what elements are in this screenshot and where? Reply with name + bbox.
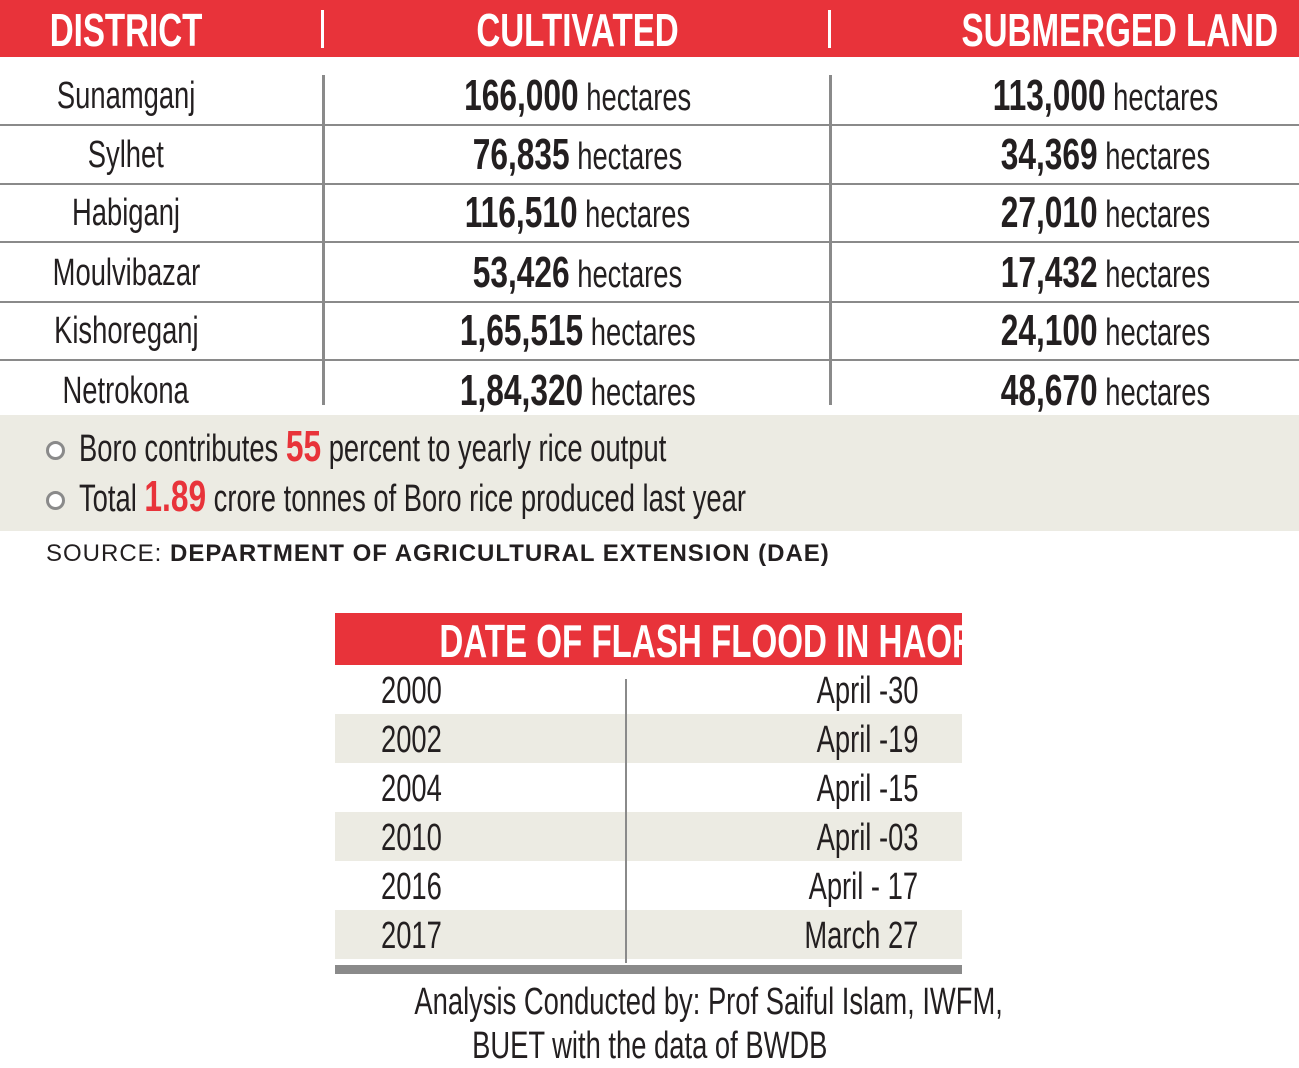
district-cell: Moulvibazar bbox=[52, 252, 200, 294]
bullet-circle-icon bbox=[46, 441, 65, 461]
row-divider bbox=[0, 183, 1299, 185]
row-divider bbox=[0, 124, 1299, 126]
submerged-cell: 113,000 hectares bbox=[992, 71, 1218, 120]
district-cell: Sunamganj bbox=[56, 75, 196, 117]
cultivated-cell: 76,835 hectares bbox=[472, 130, 683, 179]
bullet-circle-icon bbox=[46, 491, 65, 511]
bottom-rule bbox=[335, 965, 962, 974]
column-divider bbox=[625, 679, 627, 963]
column-divider bbox=[322, 75, 325, 405]
date-cell: April -15 bbox=[816, 768, 918, 810]
flood-row: 2010 April -03 bbox=[335, 812, 962, 861]
flood-table-title: DATE OF FLASH FLOOD IN HAOR bbox=[335, 613, 976, 667]
cultivated-cell: 1,65,515 hectares bbox=[459, 306, 696, 355]
date-cell: April - 17 bbox=[808, 866, 918, 908]
year-cell: 2004 bbox=[381, 768, 442, 810]
header-cultivated: CULTIVATED bbox=[476, 4, 679, 56]
cultivated-cell: 53,426 hectares bbox=[472, 248, 683, 297]
district-cell: Sylhet bbox=[87, 134, 165, 176]
table-row: Sunamganj 166,000 hectares 113,000 hectare… bbox=[0, 63, 1299, 122]
submerged-cell: 34,369 hectares bbox=[1000, 130, 1210, 179]
date-cell: March 27 bbox=[803, 915, 918, 957]
table-row: Habiganj 116,510 hectares 27,010 hectares bbox=[0, 180, 1299, 239]
district-cell: Habiganj bbox=[72, 192, 180, 234]
table-row: Netrokona 1,84,320 hectares 48,670 hectare… bbox=[0, 358, 1299, 417]
submerged-cell: 27,010 hectares bbox=[1000, 188, 1210, 237]
year-cell: 2010 bbox=[381, 817, 442, 859]
district-cell: Netrokona bbox=[62, 370, 190, 412]
flood-row: 2016 April - 17 bbox=[335, 861, 962, 910]
header-district: DISTRICT bbox=[49, 4, 203, 56]
note-item: Boro contributes 55 percent to yearly ri… bbox=[46, 423, 895, 473]
source-line: SOURCE: DEPARTMENT OF AGRICULTURAL EXTEN… bbox=[46, 540, 830, 567]
submerged-cell: 24,100 hectares bbox=[1000, 306, 1210, 355]
submerged-cell: 48,670 hectares bbox=[1000, 366, 1210, 415]
cultivated-cell: 166,000 hectares bbox=[463, 71, 692, 120]
table-row: Kishoreganj 1,65,515 hectares 24,100 hecta… bbox=[0, 298, 1299, 357]
district-cell: Kishoreganj bbox=[53, 310, 199, 352]
flood-row: 2002 April -19 bbox=[335, 714, 962, 763]
date-cell: April -30 bbox=[816, 670, 918, 712]
header-divider bbox=[321, 10, 324, 48]
credit: Analysis Conducted by: Prof Saiful Islam… bbox=[414, 981, 1003, 1067]
cultivated-cell: 1,84,320 hectares bbox=[459, 366, 696, 415]
table-row: Sylhet 76,835 hectares 34,369 hectares bbox=[0, 122, 1299, 181]
column-divider bbox=[829, 75, 832, 405]
flood-row: 2004 April -15 bbox=[335, 763, 962, 812]
table-row: Moulvibazar 53,426 hectares 17,432 hectare… bbox=[0, 240, 1299, 299]
year-cell: 2002 bbox=[381, 719, 442, 761]
cultivated-cell: 116,510 hectares bbox=[464, 188, 691, 237]
flood-table: DATE OF FLASH FLOOD IN HAOR 2000 April -3… bbox=[335, 613, 976, 963]
row-divider bbox=[0, 301, 1299, 303]
year-cell: 2017 bbox=[381, 915, 442, 957]
flood-row: 2017 March 27 bbox=[335, 910, 962, 959]
year-cell: 2016 bbox=[381, 866, 442, 908]
table-header: DISTRICT CULTIVATED SUBMERGED LAND bbox=[0, 0, 1299, 57]
date-cell: April -19 bbox=[816, 719, 918, 761]
row-divider bbox=[0, 359, 1299, 361]
header-divider bbox=[828, 10, 831, 48]
year-cell: 2000 bbox=[381, 670, 442, 712]
header-submerged: SUBMERGED LAND bbox=[961, 4, 1279, 56]
date-cell: April -03 bbox=[816, 817, 918, 859]
notes-band: Boro contributes 55 percent to yearly ri… bbox=[0, 415, 1299, 531]
submerged-cell: 17,432 hectares bbox=[1000, 248, 1210, 297]
row-divider bbox=[0, 241, 1299, 243]
note-item: Total 1.89 crore tonnes of Boro rice pro… bbox=[46, 473, 1005, 523]
flood-row: 2000 April -30 bbox=[335, 665, 962, 714]
